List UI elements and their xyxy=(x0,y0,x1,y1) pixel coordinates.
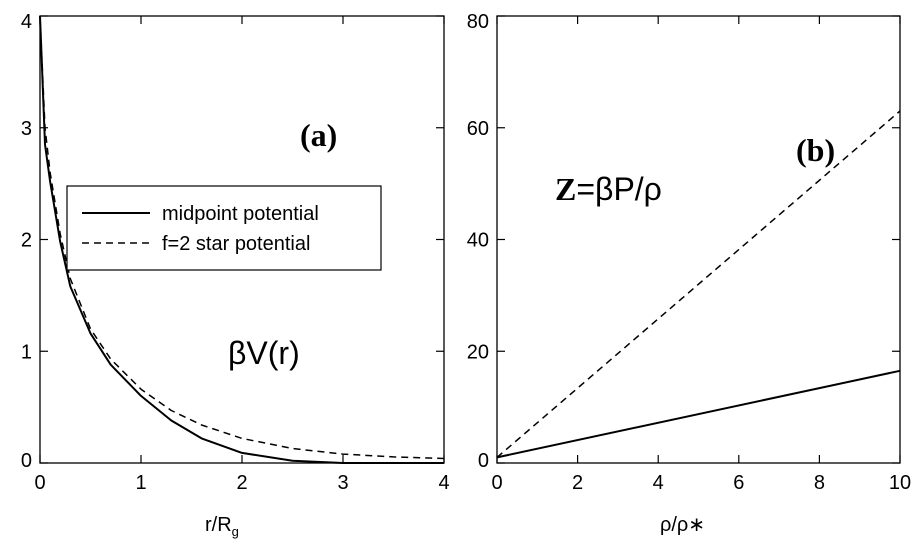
panel-b-ticks: 0 2 4 6 8 10 0 20 40 60 80 xyxy=(467,11,911,494)
dashed-series-line xyxy=(39,15,445,460)
solid-series-line xyxy=(39,15,444,464)
potential-label: βV(r) xyxy=(228,335,300,371)
panel-a: 0 1 2 3 4 0 1 2 3 4 (a) βV(r) r/Rg midpoint poten… xyxy=(21,11,450,539)
panel-b-x-axis-label: ρ/ρ∗ xyxy=(660,514,705,536)
y-tick-label: 0 xyxy=(21,450,32,472)
compressibility-z: Z xyxy=(555,171,576,207)
y-tick-label: 2 xyxy=(21,230,32,252)
x-tick-label: 1 xyxy=(135,472,146,494)
y-tick-label: 20 xyxy=(467,341,489,363)
x-tick-label: 8 xyxy=(814,472,825,494)
panel-b-tag: (b) xyxy=(796,132,835,168)
x-tick-label: 3 xyxy=(337,472,348,494)
y-tick-label: 1 xyxy=(21,341,32,363)
legend: midpoint potential f=2 star potential xyxy=(66,185,382,271)
compressibility-label: Z=βP/ρ xyxy=(555,171,662,207)
dashed-series-line xyxy=(496,110,901,458)
y-tick-label: 40 xyxy=(467,230,489,252)
x-tick-label: 2 xyxy=(236,472,247,494)
x-tick-label: 4 xyxy=(438,472,449,494)
legend-star-label: f=2 star potential xyxy=(162,233,310,255)
x-tick-label: 4 xyxy=(653,472,664,494)
solid-series-line xyxy=(496,369,901,459)
panel-b-series xyxy=(496,110,901,459)
y-tick-label: 0 xyxy=(478,450,489,472)
panel-a-tag: (a) xyxy=(300,117,337,153)
panel-a-x-axis-label: r/Rg xyxy=(205,514,239,539)
panel-a-xlabel-main: r/R xyxy=(205,514,232,536)
x-tick-label: 2 xyxy=(572,472,583,494)
panel-b-frame xyxy=(496,15,901,464)
y-tick-label: 4 xyxy=(21,11,32,33)
compressibility-rest: =βP/ρ xyxy=(576,171,662,207)
x-tick-label: 10 xyxy=(889,472,911,494)
x-tick-label: 6 xyxy=(733,472,744,494)
y-tick-label: 60 xyxy=(467,118,489,140)
x-tick-label: 0 xyxy=(34,472,45,494)
y-tick-label: 80 xyxy=(467,11,489,33)
legend-midpoint-label: midpoint potential xyxy=(162,203,319,225)
panel-b: 0 2 4 6 8 10 0 20 40 60 80 (b) Z=βP/ρ ρ/ρ∗ xyxy=(467,11,911,536)
x-tick-label: 0 xyxy=(491,472,502,494)
panel-a-ticks: 0 1 2 3 4 0 1 2 3 4 xyxy=(21,11,450,494)
legend-box xyxy=(66,185,382,271)
y-tick-label: 3 xyxy=(21,118,32,140)
panel-a-series xyxy=(39,15,445,464)
panel-a-xlabel-sub: g xyxy=(232,524,239,539)
